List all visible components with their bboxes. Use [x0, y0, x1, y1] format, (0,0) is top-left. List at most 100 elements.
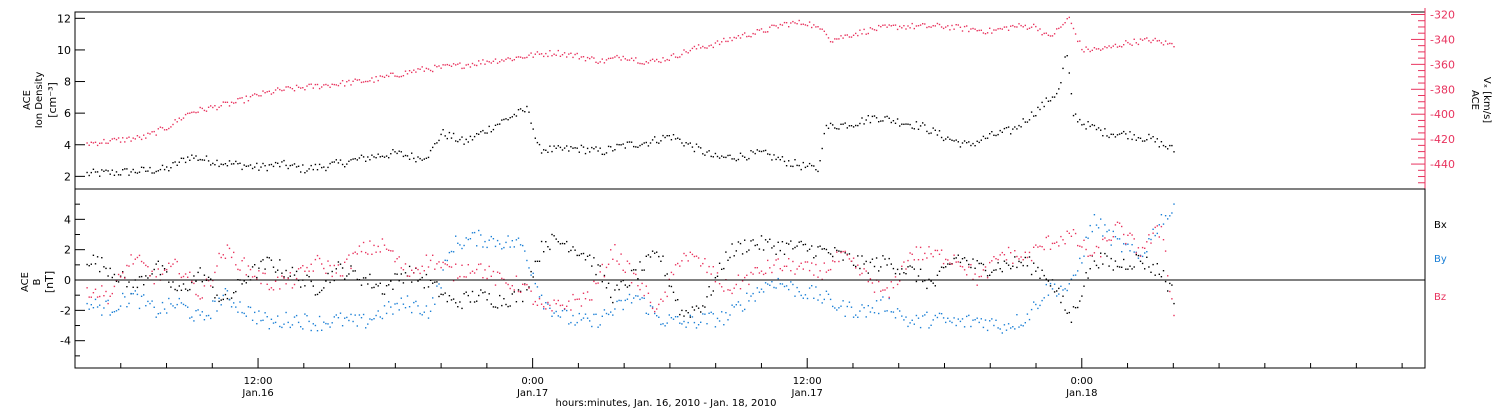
- by-point: [473, 231, 476, 234]
- bx-point: [714, 277, 717, 279]
- by-point: [1051, 288, 1054, 290]
- bz-point: [624, 271, 626, 273]
- by-point: [469, 238, 472, 240]
- bz-point: [329, 264, 331, 267]
- density-point: [961, 142, 964, 144]
- bx-point: [591, 265, 593, 267]
- velocity-point: [155, 134, 157, 136]
- bz-point: [245, 274, 247, 276]
- bz-point: [873, 291, 876, 293]
- bz-point: [549, 304, 551, 307]
- bz-point: [580, 305, 583, 307]
- by-point: [566, 309, 568, 312]
- bz-point: [922, 258, 924, 261]
- velocity-point: [465, 64, 467, 66]
- velocity-point: [243, 102, 245, 104]
- bx-point: [1018, 260, 1020, 263]
- by-point: [796, 286, 798, 289]
- bx-point: [1152, 263, 1154, 266]
- velocity-point: [643, 63, 645, 65]
- velocity-point: [505, 58, 507, 60]
- velocity-point: [367, 80, 369, 83]
- density-point: [1158, 146, 1160, 148]
- by-point: [825, 290, 828, 292]
- by-point: [201, 311, 203, 313]
- velocity-point: [191, 111, 193, 114]
- density-point: [446, 137, 448, 140]
- bx-point: [262, 259, 264, 261]
- density-point: [235, 160, 237, 163]
- density-point: [708, 150, 710, 152]
- bx-point: [704, 306, 706, 308]
- density-point: [184, 161, 187, 164]
- bx-point: [886, 264, 888, 266]
- velocity-point: [350, 84, 352, 86]
- velocity-point: [739, 37, 742, 39]
- bz-point: [1104, 237, 1106, 239]
- density-point: [526, 105, 528, 108]
- bx-point: [668, 285, 670, 287]
- velocity-point: [633, 59, 635, 62]
- bx-point: [785, 242, 788, 244]
- density-point: [230, 163, 233, 165]
- velocity-point: [859, 29, 861, 31]
- density-point: [128, 174, 130, 176]
- bz-point: [327, 260, 329, 262]
- bx-point: [314, 294, 317, 296]
- velocity-point: [321, 86, 323, 88]
- velocity-point: [237, 98, 239, 100]
- bz-point: [400, 267, 402, 269]
- density-point: [574, 147, 576, 149]
- bz-point: [344, 261, 346, 263]
- by-point: [1028, 318, 1031, 321]
- velocity-point: [628, 59, 631, 61]
- by-point: [128, 302, 130, 305]
- bx-point: [260, 260, 262, 263]
- velocity-point: [936, 22, 939, 25]
- density-point: [354, 158, 356, 160]
- bz-point: [507, 283, 509, 286]
- by-point: [1144, 252, 1146, 254]
- bz-point: [1024, 251, 1026, 253]
- density-point: [1033, 115, 1035, 117]
- bx-point: [1016, 266, 1018, 269]
- density-point: [136, 172, 139, 174]
- density-point: [187, 156, 189, 158]
- velocity-point: [436, 66, 438, 68]
- magnetic-tick-label: 4: [64, 213, 71, 226]
- by-point: [811, 285, 813, 287]
- bz-point: [459, 275, 461, 278]
- bx-point: [138, 276, 141, 278]
- by-point: [626, 298, 629, 300]
- bx-point: [932, 282, 934, 284]
- bz-point: [1012, 262, 1014, 264]
- bz-point: [934, 249, 936, 252]
- density-point: [825, 124, 828, 127]
- density-point: [161, 164, 164, 167]
- by-point: [712, 313, 714, 315]
- velocity-point: [1018, 23, 1020, 25]
- density-point: [1035, 115, 1037, 117]
- bx-point: [346, 275, 348, 277]
- bx-point: [603, 274, 606, 277]
- by-point: [555, 310, 557, 313]
- density-point: [1074, 113, 1077, 115]
- bz-point: [1068, 232, 1070, 234]
- density-point: [1085, 128, 1087, 130]
- bx-point: [616, 284, 618, 286]
- by-point: [913, 323, 915, 325]
- density-point: [1116, 134, 1119, 136]
- density-point: [769, 153, 771, 156]
- by-point: [268, 328, 270, 330]
- density-point: [448, 131, 451, 134]
- density-point: [482, 129, 484, 132]
- date-tick-label: Jan.17: [516, 388, 548, 399]
- velocity-point: [572, 56, 574, 59]
- bx-point: [1093, 260, 1096, 262]
- by-point: [748, 300, 750, 302]
- velocity-point: [1014, 26, 1016, 28]
- density-point: [402, 155, 405, 158]
- density-point: [815, 169, 817, 171]
- velocity-point: [842, 37, 844, 39]
- density-point: [702, 153, 704, 155]
